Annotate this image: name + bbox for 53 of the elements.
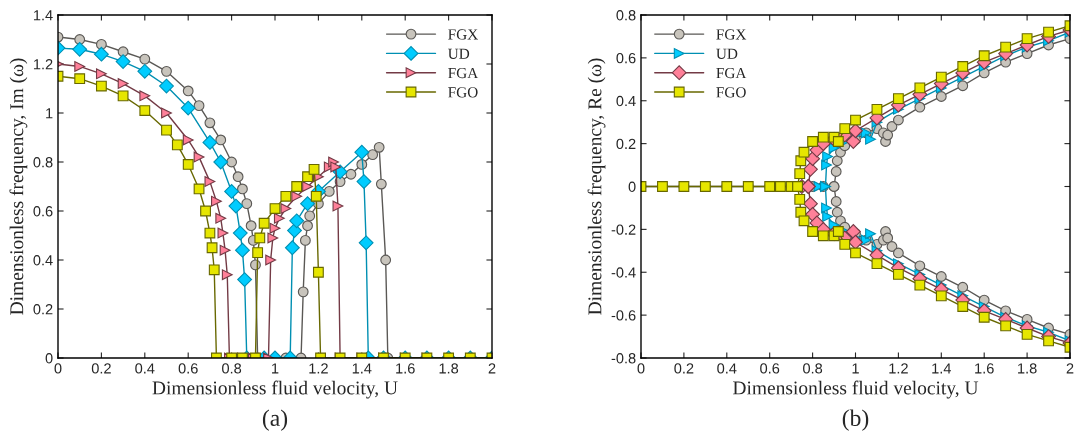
x-tick-label: 1 <box>852 363 859 374</box>
x-tick-label: 0.4 <box>717 363 737 374</box>
y-tick-label: 0.4 <box>33 255 53 266</box>
x-tick-label: 0 <box>637 363 645 374</box>
x-tick-label: 1.4 <box>932 363 952 374</box>
y-tick-label: -0.8 <box>611 353 636 364</box>
legend-label: FGA <box>448 67 479 79</box>
y-tick-label: -0.6 <box>611 310 636 321</box>
legend-label: FGX <box>716 29 747 40</box>
text: (b) <box>842 409 869 431</box>
x-tick-label: 1.2 <box>889 363 908 374</box>
legend-label: FGA <box>716 67 747 79</box>
x-tick-label: 0.2 <box>91 363 111 374</box>
legend-label: UD <box>448 48 470 59</box>
x-axis-title: Dimensionless fluid velocity, U <box>152 380 398 399</box>
x-tick-label: 1.2 <box>309 363 328 374</box>
legend-label: FGO <box>716 87 746 98</box>
y-tick-label: -0.2 <box>611 224 636 235</box>
x-tick-label: 1 <box>272 363 279 374</box>
y-tick-label: 1.4 <box>33 10 53 21</box>
x-tick-label: 2 <box>488 363 496 374</box>
y-tick-label: 0 <box>628 181 636 192</box>
x-tick-label: 1.8 <box>439 363 459 374</box>
x-tick-label: 1.4 <box>352 363 372 374</box>
y-tick-label: 0.2 <box>616 138 636 150</box>
x-tick-label: 0.2 <box>674 363 694 374</box>
x-tick-label: 0.8 <box>222 363 242 374</box>
x-axis-title: Dimensionless fluid velocity, U <box>733 380 979 399</box>
x-tick-label: 1.8 <box>1018 363 1037 374</box>
x-tick-label: 0.4 <box>135 363 155 374</box>
y-axis-title: Dimensionless frequency, Im (ω) <box>9 58 28 315</box>
y-tick-label: 0.8 <box>616 10 636 21</box>
y-tick-label: 0.8 <box>33 157 53 168</box>
x-tick-label: 0.6 <box>760 363 780 374</box>
y-tick-label: 0.2 <box>33 304 53 315</box>
x-tick-label: 1.6 <box>975 363 994 374</box>
text: (a) <box>262 409 288 431</box>
y-tick-label: 0 <box>45 353 53 364</box>
x-tick-label: 0.8 <box>803 363 823 374</box>
x-tick-label: 0.6 <box>178 363 198 374</box>
y-tick-label: 0.4 <box>616 95 636 107</box>
legend-label: FGO <box>448 87 478 98</box>
x-tick-label: 1.6 <box>396 363 415 374</box>
y-tick-label: 0.6 <box>33 206 53 217</box>
x-tick-label: 0 <box>54 363 62 374</box>
legend-label: FGX <box>448 29 478 40</box>
x-tick-label: 2 <box>1066 363 1074 374</box>
y-axis-title: Dimensionless frequency, Re (ω) <box>587 58 606 315</box>
y-tick-label: 1.2 <box>33 59 53 70</box>
legend-label: UD <box>716 48 738 59</box>
y-tick-label: 1 <box>46 108 53 119</box>
y-tick-label: -0.4 <box>611 267 636 278</box>
y-tick-label: 0.6 <box>616 52 636 64</box>
